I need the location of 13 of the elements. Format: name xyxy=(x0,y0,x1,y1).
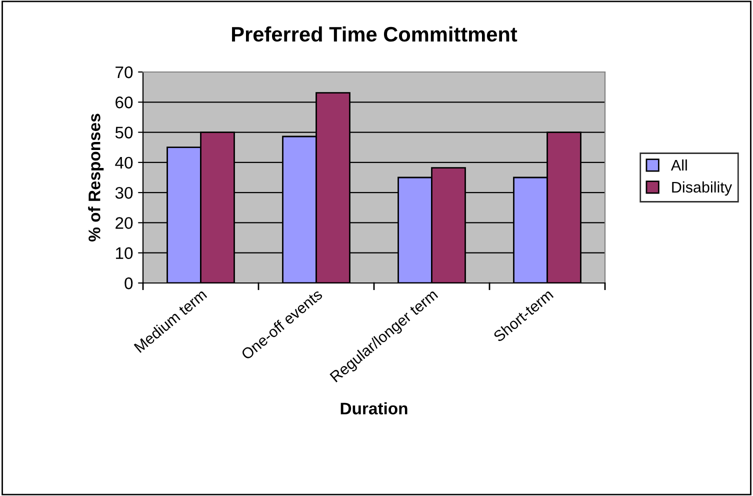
y-tick-label: 60 xyxy=(116,96,133,108)
x-axis-title: Duration xyxy=(340,402,408,414)
chart-title: Preferred Time Committment xyxy=(232,26,518,42)
y-axis-title: % of Responses xyxy=(88,114,104,242)
y-tick-label: 30 xyxy=(115,186,133,199)
y-tick-label: 0 xyxy=(124,277,133,290)
y-tick-label: 20 xyxy=(116,217,133,229)
legend-label: Disability xyxy=(672,181,732,196)
y-tick-label: 10 xyxy=(116,247,133,260)
y-tick-label: 40 xyxy=(115,156,133,169)
y-tick-label: 70 xyxy=(116,66,133,78)
y-tick-label: 50 xyxy=(115,126,133,138)
legend-label: All xyxy=(670,159,687,171)
